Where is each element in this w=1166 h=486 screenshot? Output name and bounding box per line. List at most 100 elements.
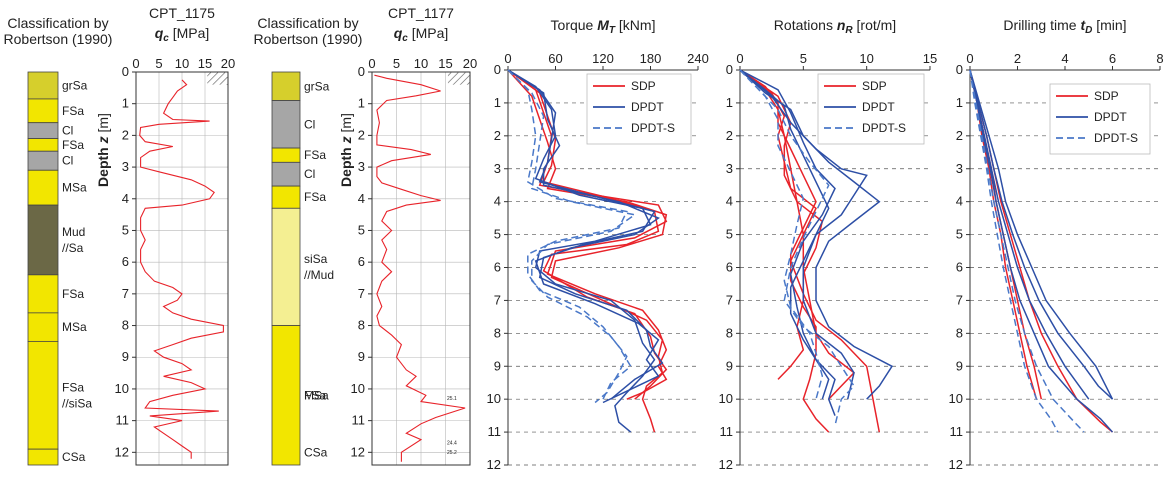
chart-title: Drilling time tD [min]	[1003, 17, 1126, 36]
y-tick-label: 9	[956, 358, 963, 373]
cpt-title: CPT_1177	[388, 5, 454, 21]
y-tick-label: 5	[494, 227, 501, 242]
x-tick-label: 0	[504, 51, 511, 66]
y-tick-label: 7	[956, 292, 963, 307]
x-tick-label: 0	[368, 56, 375, 71]
x-tick-label: 120	[592, 51, 614, 66]
legend-label: DPDT-S	[631, 121, 675, 135]
cpt-series-line	[374, 74, 466, 462]
y-tick-label: 8	[122, 318, 129, 333]
soil-layer-label: grSa	[304, 79, 330, 93]
y-tick-label: 6	[726, 260, 733, 275]
y-tick-label: 0	[122, 64, 129, 79]
series-line-dpdt-s	[969, 69, 1085, 433]
y-tick-label: 10	[949, 391, 963, 406]
x-tick-label: 20	[463, 56, 477, 71]
x-tick-label: 0	[132, 56, 139, 71]
x-tick-label: 2	[1014, 51, 1021, 66]
classification-title: Robertson (1990)	[4, 31, 113, 47]
y-tick-label: 10	[719, 391, 733, 406]
y-tick-label: 12	[351, 444, 365, 459]
qc-axis-label: qc [MPa]	[155, 25, 210, 44]
legend: SDP DPDT DPDT-S	[1049, 83, 1151, 155]
y-tick-label: 11	[720, 424, 734, 439]
qc-axis-label: qc [MPa]	[394, 25, 449, 44]
classification-title: Classification by	[257, 15, 358, 31]
x-tick-label: 5	[155, 56, 162, 71]
series-line-dpdt	[739, 69, 836, 416]
y-tick-label: 11	[950, 424, 964, 439]
x-tick-label: 4	[1061, 51, 1068, 66]
soil-layer-label: Cl	[304, 167, 315, 181]
soil-layer	[271, 161, 301, 187]
y-tick-label: 3	[726, 161, 733, 176]
x-tick-label: 15	[438, 56, 452, 71]
y-tick-label: 11	[352, 413, 366, 428]
y-tick-label: 9	[726, 358, 733, 373]
y-tick-label: 5	[122, 222, 129, 237]
soil-layer	[27, 71, 59, 100]
y-tick-label: 7	[122, 286, 129, 301]
y-tick-label: 5	[358, 222, 365, 237]
x-tick-label: 6	[1109, 51, 1116, 66]
soil-layer-label: siSa//Mud	[304, 252, 334, 282]
legend-label: DPDT	[862, 100, 895, 114]
soil-layer-label: FSa	[62, 138, 84, 152]
y-tick-label: 4	[358, 191, 365, 206]
y-tick-label: 1	[122, 96, 129, 111]
soil-layer-label: Mud//Sa	[62, 225, 85, 255]
soil-layer-label: MSa	[304, 388, 329, 402]
soil-layer-label: FSa	[62, 287, 84, 301]
y-tick-label: 2	[726, 128, 733, 143]
x-tick-label: 240	[687, 51, 709, 66]
soil-layer	[271, 100, 301, 149]
series-line-dpdt	[969, 69, 1114, 433]
x-tick-label: 60	[548, 51, 562, 66]
series-line-dpdt	[969, 69, 1114, 400]
legend: SDP DPDT DPDT-S	[586, 73, 692, 145]
classification-title: Robertson (1990)	[254, 31, 363, 47]
depth-axis-label: Depth z [m]	[95, 113, 111, 187]
y-tick-label: 0	[726, 62, 733, 77]
soil-layer-label: Cl	[62, 124, 73, 138]
y-tick-label: 3	[956, 161, 963, 176]
series-line-dpdt-s	[969, 69, 1059, 433]
y-tick-label: 11	[116, 413, 130, 428]
cpt-series-line	[139, 79, 224, 459]
legend-label: SDP	[1094, 89, 1119, 103]
soil-layer-label: Cl	[62, 154, 73, 168]
y-tick-label: 9	[494, 358, 501, 373]
y-tick-label: 6	[122, 254, 129, 269]
legend-label: DPDT-S	[1094, 131, 1138, 145]
soil-layer-label: FSa	[62, 104, 84, 118]
y-tick-label: 11	[488, 424, 502, 439]
y-tick-label: 9	[358, 349, 365, 364]
offscale-note: 24.4	[447, 440, 457, 446]
series-line-dpdt	[969, 69, 1090, 400]
legend: SDP DPDT DPDT-S	[817, 73, 925, 145]
y-tick-label: 12	[115, 444, 129, 459]
y-tick-label: 4	[726, 194, 733, 209]
soil-layer	[271, 207, 301, 326]
classification-title: Classification by	[7, 15, 108, 31]
plot-frame	[371, 71, 471, 466]
y-tick-label: 10	[487, 391, 501, 406]
legend-label: DPDT	[1094, 110, 1127, 124]
x-tick-label: 10	[859, 51, 873, 66]
y-tick-label: 1	[494, 95, 501, 110]
y-tick-label: 0	[494, 62, 501, 77]
series-line-dpdt	[739, 69, 894, 400]
x-tick-label: 20	[221, 56, 235, 71]
soil-layer	[27, 448, 59, 466]
y-tick-label: 7	[726, 292, 733, 307]
x-tick-label: 0	[966, 51, 973, 66]
y-tick-label: 7	[358, 286, 365, 301]
series-line-sdp	[507, 69, 668, 433]
offscale-note: 25.2	[447, 450, 457, 456]
series-line-sdp	[739, 69, 881, 433]
cpt-title: CPT_1175	[149, 5, 215, 21]
y-tick-label: 7	[494, 292, 501, 307]
